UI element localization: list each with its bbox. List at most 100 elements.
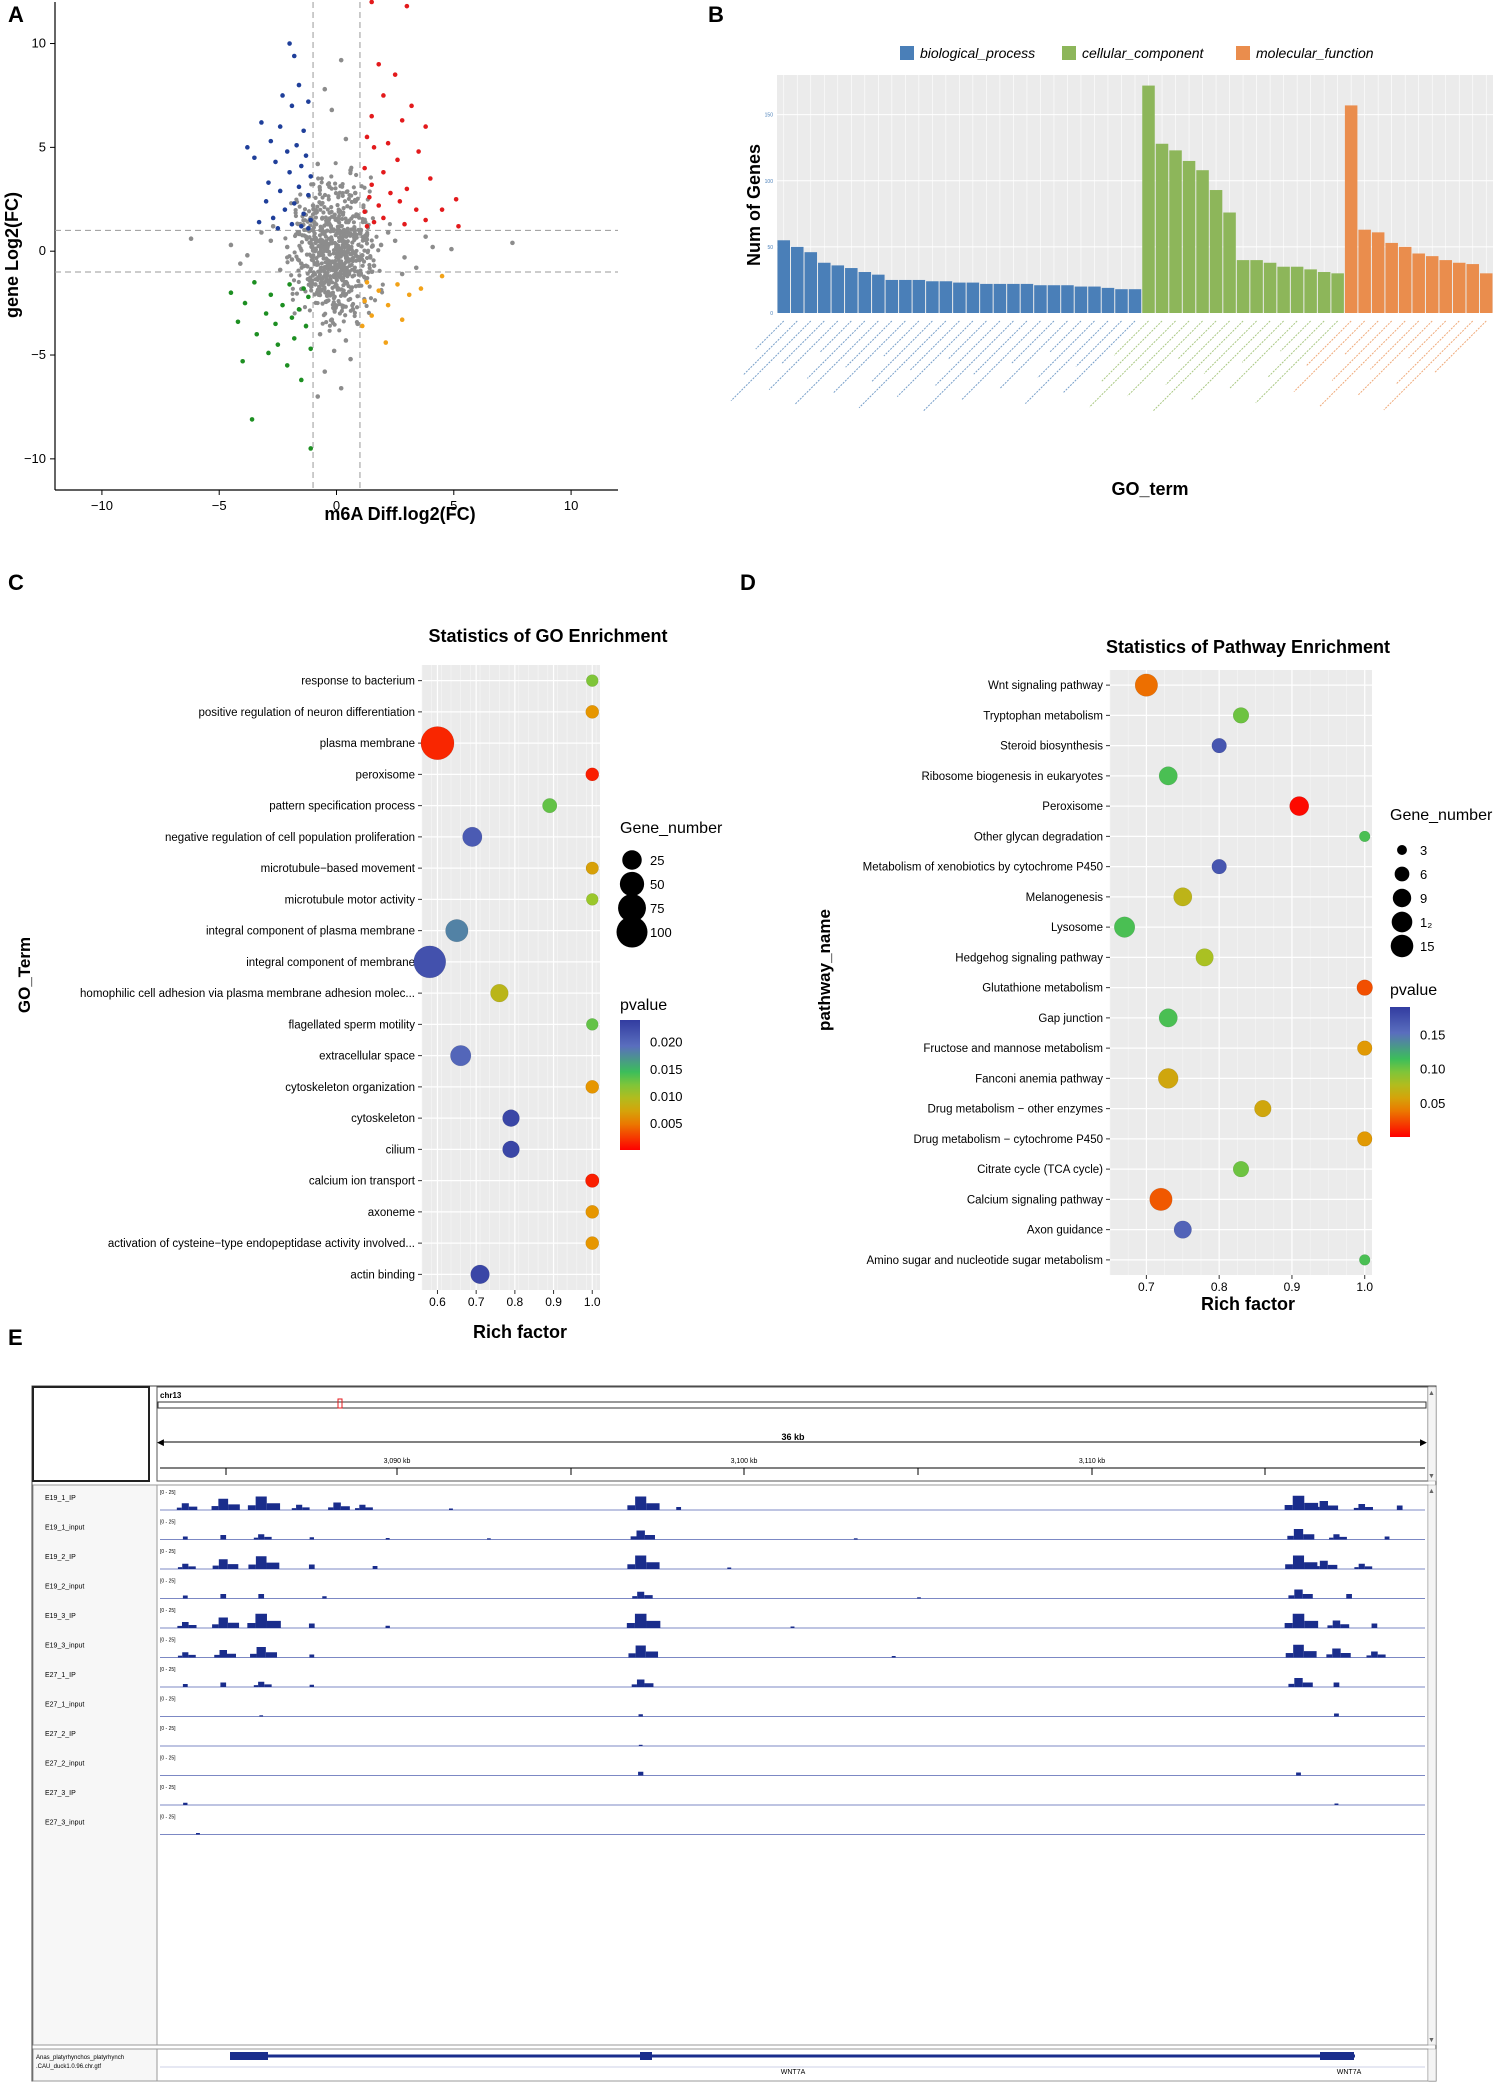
pathway-dot — [1158, 1068, 1179, 1089]
volcano-point-core — [341, 319, 346, 324]
pathway-term-label: Fructose and mannose metabolism — [923, 1043, 1103, 1055]
go-bar-legend: biological_process cellular_component mo… — [900, 45, 1374, 61]
data-scroll-up-icon[interactable]: ▲ — [1428, 1488, 1435, 1495]
pathway-dot — [1211, 738, 1227, 754]
volcano-point-core — [319, 239, 324, 244]
go-bar-term-label — [1165, 320, 1230, 386]
ruler-scroll-up-icon[interactable]: ▲ — [1428, 1390, 1435, 1397]
track-peak — [891, 1656, 896, 1658]
go-bar — [831, 265, 845, 313]
volcano-point-blue — [256, 219, 262, 225]
volcano-point-green — [287, 282, 292, 287]
go-term-label: cytoskeleton — [351, 1113, 415, 1125]
volcano-point-grey — [270, 223, 276, 229]
volcano-point-core — [312, 235, 317, 240]
volcano-point-core — [356, 283, 361, 288]
track-peak — [1358, 1504, 1366, 1510]
go-bar-term-label — [1229, 320, 1298, 389]
track-peak-shoulder — [253, 1685, 259, 1687]
pathway-term-label: Gap junction — [1038, 1013, 1103, 1025]
track-label: E19_1_input — [45, 1525, 84, 1532]
track-peak-shoulder — [1327, 1625, 1333, 1628]
track-peak-shoulder — [1313, 1506, 1320, 1510]
volcano-point-core — [326, 290, 332, 296]
track-peak-shoulder — [646, 1620, 661, 1628]
go-term-label: microtubule motor activity — [285, 894, 416, 906]
volcano-point-core — [338, 228, 343, 234]
volcano-point-blue — [306, 99, 311, 104]
volcano-point-green — [308, 446, 313, 451]
pathway-dot — [1359, 830, 1371, 843]
go-bar — [1398, 246, 1412, 313]
volcano-point-grey — [228, 242, 234, 248]
gene-scrollbar[interactable] — [1427, 2048, 1437, 2082]
track-peak-shoulder — [1353, 1507, 1359, 1510]
track-peak-shoulder — [1288, 1595, 1295, 1599]
go-bar-term-label — [960, 320, 1041, 401]
volcano-point-core — [356, 278, 361, 284]
go-term-label: negative regulation of cell population p… — [165, 832, 415, 844]
volcano-point-core — [368, 296, 374, 301]
span-label: 36 kb — [781, 1432, 805, 1442]
volcano-point-core — [331, 296, 337, 301]
go-bar — [791, 246, 804, 313]
track-peak — [487, 1538, 491, 1540]
track-peak-shoulder — [188, 1566, 196, 1569]
go-bar — [1439, 260, 1452, 313]
ruler-label-2: 3,100 kb — [731, 1458, 758, 1465]
volcano-point-green — [275, 342, 281, 347]
go-bar-term-label — [1331, 320, 1393, 381]
go-x-tick-label: 0.9 — [545, 1295, 562, 1309]
pathway-color-legend-label: 0.05 — [1420, 1096, 1445, 1111]
track-peak — [635, 1555, 647, 1569]
track-peak-shoulder — [227, 1622, 240, 1628]
volcano-point-core — [337, 254, 342, 259]
pathway-term-label: Amino sugar and nucleotide sugar metabol… — [866, 1255, 1103, 1267]
volcano-point-core — [367, 266, 372, 271]
volcano-point-core — [347, 232, 352, 237]
go-bar — [1371, 232, 1385, 313]
track-peak — [309, 1654, 315, 1658]
volcano-point-core — [329, 227, 335, 232]
volcano-point-core — [321, 313, 326, 318]
volcano-point-blue — [287, 41, 292, 46]
pathway-dot — [1232, 707, 1250, 724]
panel-c: C Statistics of GO Enrichment 0.6 0.7 0.8 0… — [0, 570, 740, 1350]
go-bar — [1196, 170, 1209, 313]
go-bar-term-label — [1177, 320, 1217, 360]
go-bar — [1142, 85, 1155, 313]
track-peak-shoulder — [266, 1620, 281, 1628]
data-scrollbar[interactable] — [1427, 1484, 1437, 2046]
pathway-dot — [1113, 916, 1136, 938]
volcano-point-blue — [299, 223, 304, 229]
go-bar-y-tick-label: 150 — [765, 113, 774, 119]
go-size-legend-label: 100 — [650, 925, 672, 940]
volcano-point-core — [352, 237, 357, 243]
track-peak — [218, 1498, 229, 1510]
pathway-term-label: Peroxisome — [1042, 801, 1103, 813]
pathway-enrichment-xlabel: Rich factor — [1201, 1294, 1295, 1314]
go-term-label: plasma membrane — [320, 738, 415, 750]
ruler-scrollbar[interactable] — [1427, 1386, 1437, 1482]
track-peak-shoulder — [1314, 1566, 1320, 1569]
volcano-point-grey — [299, 261, 304, 266]
go-x-tick-label: 1.0 — [584, 1295, 601, 1309]
volcano-point-core — [355, 294, 360, 299]
volcano-xlabel: m6A Diff.log2(FC) — [324, 504, 475, 524]
go-bar-term-label — [1255, 320, 1338, 404]
volcano-point-core — [336, 258, 342, 263]
track-peak-shoulder — [1328, 1505, 1339, 1510]
pathway-term-label: Melanogenesis — [1026, 892, 1104, 904]
data-scroll-down-icon[interactable]: ▼ — [1428, 2037, 1435, 2044]
track-peak — [182, 1684, 188, 1687]
track-peak-shoulder — [1304, 1562, 1318, 1569]
volcano-point-core — [357, 256, 362, 261]
ruler-scroll-down-icon[interactable]: ▼ — [1428, 1473, 1435, 1480]
volcano-point-blue — [245, 145, 250, 150]
volcano-point-grey — [343, 136, 349, 142]
volcano-point-core — [318, 265, 324, 270]
pathway-size-legend-dot — [1397, 845, 1407, 855]
volcano-point-core — [352, 313, 357, 319]
go-bar-term-label — [1395, 320, 1460, 385]
track-peak — [1358, 1563, 1365, 1569]
